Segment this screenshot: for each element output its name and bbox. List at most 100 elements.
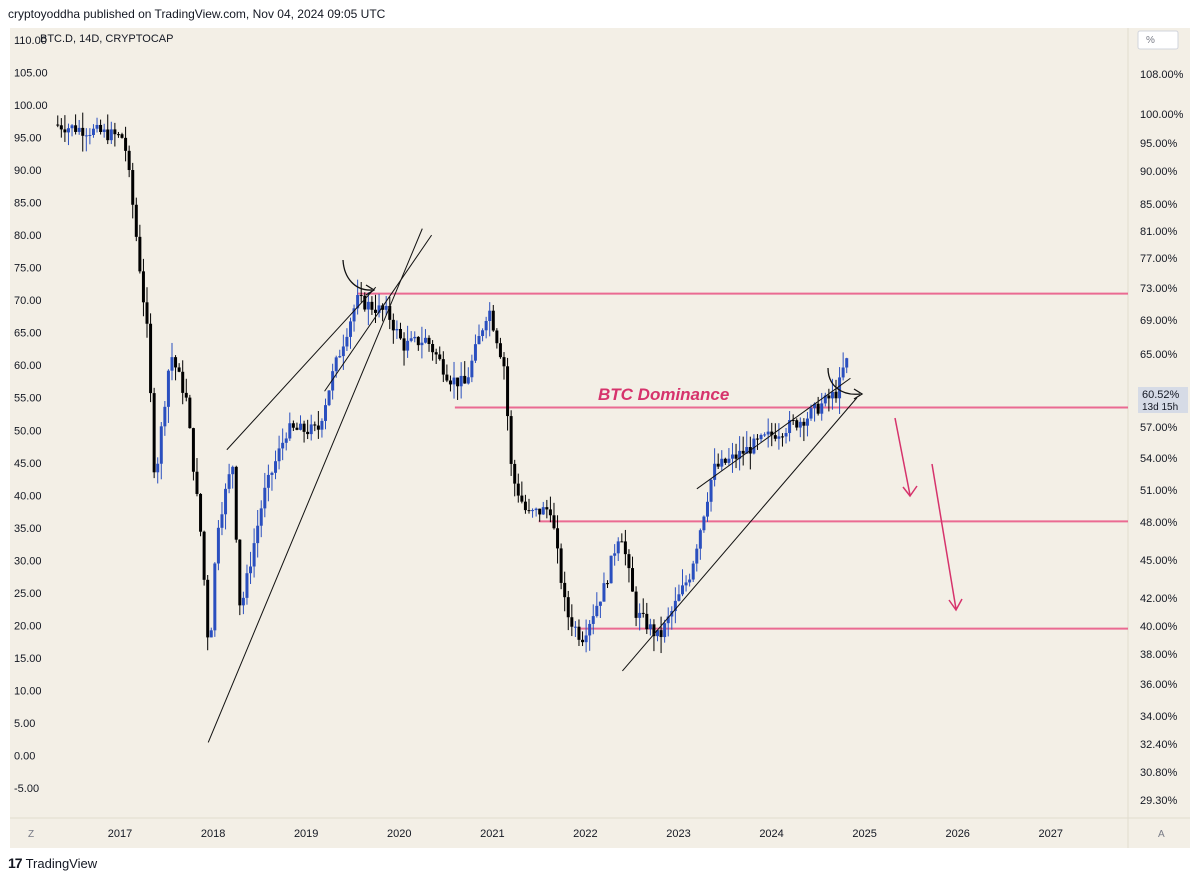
candle-body	[127, 150, 131, 171]
candle-body	[234, 466, 238, 540]
candle-body	[409, 338, 413, 341]
symbol-label: BTC.D, 14D, CRYPTOCAP	[40, 33, 173, 45]
candle-body	[341, 346, 345, 357]
candle-body	[777, 436, 781, 439]
right-axis-tick: 81.00%	[1140, 226, 1178, 238]
left-axis-tick: 45.00	[14, 458, 42, 470]
arrow-head-icon	[365, 284, 376, 296]
candle-body	[241, 597, 245, 606]
left-axis-tick: -5.00	[14, 783, 39, 795]
auto-scale-button[interactable]: A	[1152, 826, 1172, 840]
candle-body	[352, 308, 356, 322]
candle-body	[291, 423, 295, 428]
candle-body	[463, 375, 467, 384]
candle-body	[709, 479, 713, 502]
left-axis-tick: 50.00	[14, 425, 42, 437]
candle-body	[256, 525, 260, 544]
candle-body	[841, 367, 845, 378]
scale-toggle-button[interactable]: %	[1137, 30, 1179, 50]
candle-body	[177, 367, 181, 372]
candle-body	[645, 613, 649, 630]
candle-body	[613, 553, 617, 556]
candle-body	[638, 612, 642, 618]
candle-body	[702, 516, 706, 531]
candle-body	[705, 501, 709, 517]
candle-body	[588, 623, 592, 636]
x-axis-tick: 2019	[294, 828, 318, 840]
left-axis-tick: 70.00	[14, 295, 42, 307]
bottom-left-button[interactable]: Z	[22, 826, 42, 840]
levels-layer	[357, 292, 1128, 630]
candle-body	[281, 442, 285, 449]
candle-body	[84, 135, 88, 137]
right-axis-tick: 32.40%	[1140, 739, 1178, 751]
x-axis-tick: 2026	[945, 828, 969, 840]
candle-body	[527, 510, 531, 512]
right-axis-tick: 90.00%	[1140, 166, 1178, 178]
candle-body	[813, 403, 817, 409]
candle-body	[431, 344, 435, 353]
candle-body	[498, 343, 502, 358]
candle-body	[359, 295, 363, 297]
candle-body	[120, 134, 124, 138]
candle-body	[805, 418, 809, 426]
candle-body	[263, 487, 267, 509]
trend-line	[696, 377, 851, 490]
candle-body	[441, 359, 445, 375]
candle-body	[366, 301, 370, 310]
candle-body	[631, 568, 635, 592]
candle-body	[299, 423, 303, 430]
candle-body	[623, 541, 627, 555]
candle-body	[91, 128, 95, 135]
candle-body	[598, 601, 602, 606]
left-axis-tick: 85.00	[14, 198, 42, 210]
x-axis-tick: 2018	[201, 828, 225, 840]
candle-body	[456, 377, 460, 387]
candle-body	[452, 377, 456, 385]
candle-body	[141, 271, 145, 303]
candle-body	[99, 124, 103, 132]
projection-arrow-icon	[894, 417, 911, 496]
candle-body	[502, 357, 506, 367]
candle-body	[695, 548, 699, 564]
candle-body	[102, 129, 106, 132]
candle-body	[713, 463, 717, 480]
right-axis-tick: 45.00%	[1140, 555, 1178, 567]
left-axis-tick: 105.00	[14, 68, 48, 80]
right-axis-tick: 38.00%	[1140, 649, 1178, 661]
x-axis-tick: 2024	[759, 828, 783, 840]
candle-body	[523, 501, 527, 511]
grid-layer	[10, 28, 1190, 848]
trend-line	[622, 397, 858, 672]
candle-body	[666, 616, 670, 624]
candle-body	[348, 321, 352, 337]
projection-arrow-icon	[931, 463, 957, 610]
candle-body	[66, 128, 70, 133]
candle-body	[484, 321, 488, 331]
candle-body	[448, 380, 452, 385]
candle-body	[159, 426, 163, 464]
left-axis-tick: 25.00	[14, 588, 42, 600]
candle-body	[238, 539, 242, 606]
publish-header: cryptoyoddha published on TradingView.co…	[8, 7, 386, 21]
candle-body	[491, 310, 495, 331]
candle-body	[77, 127, 81, 132]
candle-body	[730, 454, 734, 459]
candle-body	[427, 337, 431, 345]
candle-body	[609, 555, 613, 584]
candle-body	[816, 403, 820, 414]
candle-body	[334, 357, 338, 372]
candle-body	[573, 626, 577, 628]
candle-body	[74, 125, 78, 132]
candle-body	[513, 463, 517, 484]
candle-body	[838, 377, 842, 399]
candle-body	[249, 566, 253, 574]
candle-body	[152, 393, 156, 473]
candle-body	[481, 330, 485, 337]
candle-body	[663, 623, 667, 638]
tradingview-logo[interactable]: 17 TradingView	[8, 854, 97, 872]
candle-body	[759, 434, 763, 440]
candle-body	[231, 466, 235, 475]
x-axis-tick: 2027	[1039, 828, 1063, 840]
candle-body	[659, 630, 663, 638]
